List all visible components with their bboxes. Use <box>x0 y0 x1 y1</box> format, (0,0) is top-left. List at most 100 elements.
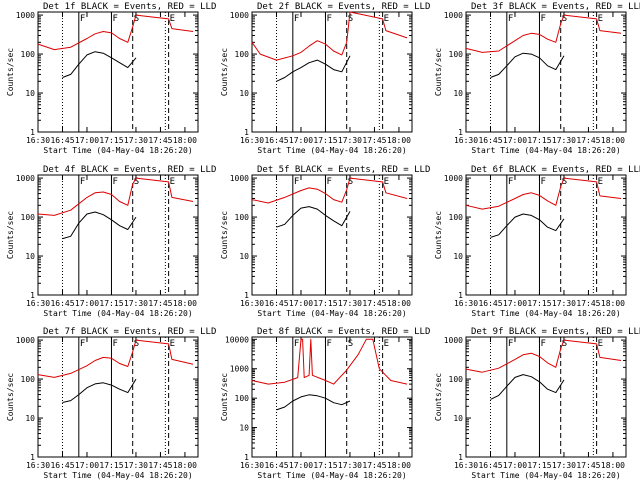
event-marker-label: F <box>508 14 513 24</box>
event-marker-label: E <box>598 339 603 349</box>
chart-title: Det 6f BLACK = Events, RED = LLD <box>471 165 640 175</box>
event-marker-label: F <box>112 339 117 349</box>
x-axis-label: Start Time (04-May-04 18:26:20) <box>43 146 192 155</box>
x-tick-label: 17:00 <box>503 461 527 470</box>
y-tick-label: 100 <box>235 213 250 222</box>
event-marker-label: F <box>294 177 299 187</box>
x-tick-label: 18:00 <box>173 461 197 470</box>
x-tick-label: 16:30 <box>454 299 478 308</box>
y-tick-label: 1 <box>30 453 35 462</box>
x-axis-label: Start Time (04-May-04 18:26:20) <box>43 309 192 318</box>
event-marker-label: E <box>598 177 603 187</box>
x-axis-label: Start Time (04-May-04 18:26:20) <box>43 471 192 480</box>
event-marker-label: F <box>80 14 85 24</box>
x-tick-label: 16:30 <box>26 136 50 145</box>
series-events-line <box>62 378 137 403</box>
event-marker-label: E <box>170 177 175 187</box>
event-marker-label: S <box>348 339 353 349</box>
y-tick-label: 100 <box>21 50 36 59</box>
chart-panel-9: Det 9f BLACK = Events, RED = LLD 1 10 100 10… <box>434 327 640 480</box>
x-axis-label: Start Time (04-May-04 18:26:20) <box>257 309 406 318</box>
x-tick-label: 16:45 <box>50 136 74 145</box>
x-axis-label: Start Time (04-May-04 18:26:20) <box>257 471 406 480</box>
chart-panel-6: Det 6f BLACK = Events, RED = LLD 1 10 100 10… <box>434 165 640 318</box>
x-tick-label: 16:30 <box>240 136 264 145</box>
x-tick-label: 17:30 <box>338 299 362 308</box>
chart-panel-4: Det 4f BLACK = Events, RED = LLD 1 10 100 10… <box>6 165 216 318</box>
x-tick-label: 17:30 <box>552 461 576 470</box>
x-tick-label: 17:15 <box>313 461 337 470</box>
y-tick-label: 10 <box>453 89 463 98</box>
y-axis-label: Counts/sec <box>220 211 229 259</box>
plot-frame <box>37 336 199 458</box>
x-tick-label: 17:15 <box>99 136 123 145</box>
x-tick-label: 17:30 <box>552 299 576 308</box>
series-events-line <box>62 211 137 240</box>
y-axis-label: Counts/sec <box>434 373 443 421</box>
series-lld-line <box>465 339 622 373</box>
event-marker-label: E <box>598 14 603 24</box>
event-marker-label: F <box>112 14 117 24</box>
y-tick-label: 1000 <box>230 174 249 183</box>
x-tick-label: 16:30 <box>26 299 50 308</box>
y-axis-label: Counts/sec <box>434 48 443 96</box>
x-tick-label: 17:00 <box>503 136 527 145</box>
x-tick-label: 17:45 <box>362 461 386 470</box>
y-tick-label: 1000 <box>16 11 35 20</box>
event-marker-label: E <box>384 177 389 187</box>
series-lld-line <box>251 338 408 385</box>
y-tick-label: 1000 <box>444 336 463 345</box>
y-tick-label: 1000 <box>444 174 463 183</box>
x-tick-label: 17:45 <box>576 299 600 308</box>
event-marker-label: E <box>384 14 389 24</box>
event-marker-label: F <box>508 339 513 349</box>
event-marker-label: S <box>562 339 567 349</box>
series-events-line <box>490 213 565 238</box>
x-tick-label: 16:30 <box>240 461 264 470</box>
x-axis-label: Start Time (04-May-04 18:26:20) <box>471 146 620 155</box>
plot-frame <box>37 174 199 296</box>
y-tick-label: 1 <box>458 291 463 300</box>
event-marker-label: F <box>326 177 331 187</box>
x-tick-label: 17:30 <box>124 461 148 470</box>
x-tick-label: 16:45 <box>264 136 288 145</box>
x-tick-label: 17:45 <box>148 299 172 308</box>
y-tick-label: 100 <box>449 213 464 222</box>
y-tick-label: 100 <box>21 375 36 384</box>
x-tick-label: 17:15 <box>99 461 123 470</box>
series-lld-line <box>37 177 194 216</box>
x-tick-label: 17:45 <box>362 136 386 145</box>
event-marker-label: E <box>170 14 175 24</box>
y-tick-label: 1 <box>244 453 249 462</box>
plot-frame <box>465 11 627 133</box>
x-tick-label: 17:15 <box>527 461 551 470</box>
chart-title: Det 5f BLACK = Events, RED = LLD <box>257 165 430 175</box>
plot-frame <box>465 336 627 458</box>
plot-frame <box>251 336 413 458</box>
y-axis-label: Counts/sec <box>6 211 15 259</box>
x-tick-label: 18:00 <box>387 299 411 308</box>
x-tick-label: 17:15 <box>527 136 551 145</box>
y-axis-label: Counts/sec <box>434 211 443 259</box>
x-tick-label: 16:30 <box>240 299 264 308</box>
x-tick-label: 16:45 <box>478 299 502 308</box>
x-tick-label: 16:45 <box>50 299 74 308</box>
x-tick-label: 17:00 <box>289 136 313 145</box>
y-tick-label: 10 <box>453 252 463 261</box>
y-tick-label: 1000 <box>444 11 463 20</box>
event-marker-label: S <box>562 14 567 24</box>
y-tick-label: 100 <box>235 394 250 403</box>
series-lld-line <box>251 11 408 61</box>
y-tick-label: 1000 <box>16 336 35 345</box>
x-tick-label: 17:15 <box>313 299 337 308</box>
chart-panel-5: Det 5f BLACK = Events, RED = LLD 1 10 100 10… <box>220 165 430 318</box>
series-events-line <box>490 52 565 78</box>
chart-title: Det 7f BLACK = Events, RED = LLD <box>43 327 216 337</box>
x-tick-label: 18:00 <box>601 299 625 308</box>
x-tick-label: 17:30 <box>552 136 576 145</box>
y-tick-label: 100 <box>21 213 36 222</box>
x-tick-label: 18:00 <box>173 136 197 145</box>
y-tick-label: 10 <box>25 89 35 98</box>
chart-panel-2: Det 2f BLACK = Events, RED = LLD 1 10 100 10… <box>220 2 430 155</box>
event-marker-label: F <box>80 339 85 349</box>
